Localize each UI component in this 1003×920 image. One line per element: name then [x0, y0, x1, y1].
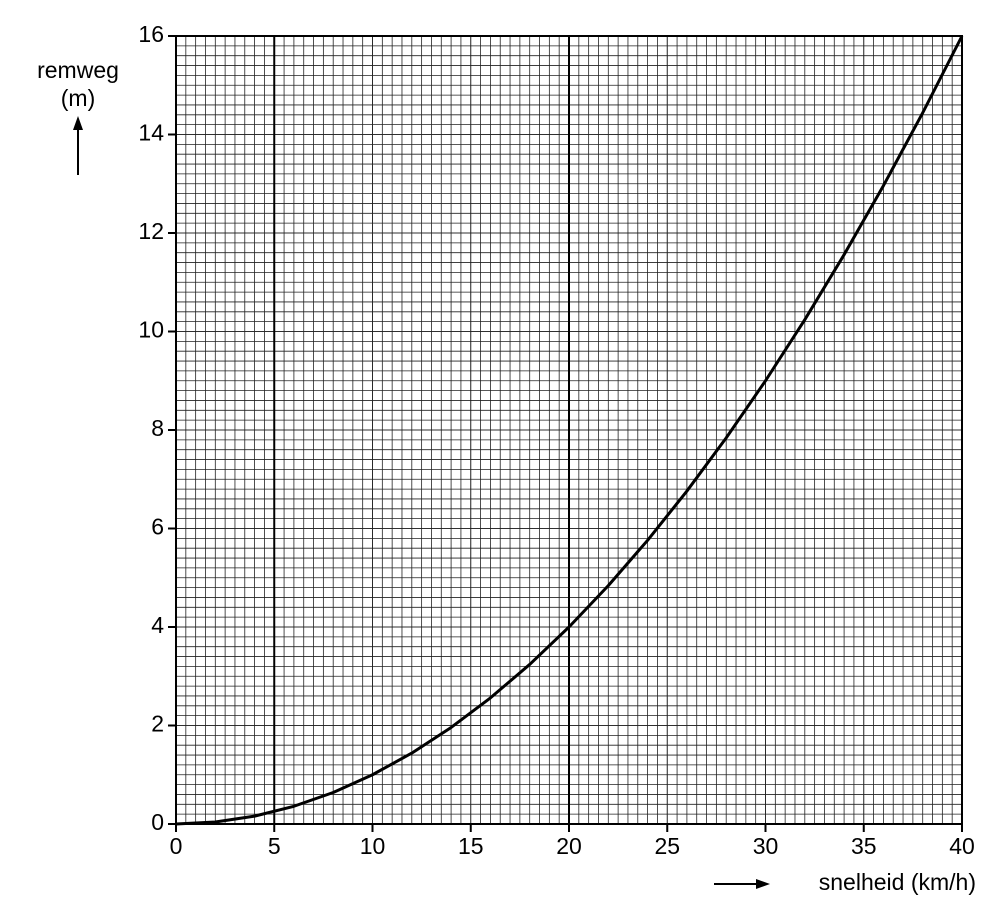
x-tick-label: 20: [556, 833, 582, 859]
y-tick-label: 10: [138, 317, 164, 343]
y-tick-label: 8: [151, 415, 164, 441]
x-axis-arrowhead: [756, 879, 770, 889]
y-axis-arrowhead: [73, 116, 83, 130]
x-tick-label: 15: [458, 833, 484, 859]
x-axis-label: snelheid (km/h): [819, 869, 976, 895]
curve: [175, 35, 964, 826]
x-tick-label: 30: [753, 833, 779, 859]
y-tick-label: 0: [151, 809, 164, 835]
y-tick-label: 6: [151, 514, 164, 540]
y-tick-label: 2: [151, 711, 164, 737]
x-tick-label: 10: [360, 833, 386, 859]
x-tick-label: 35: [851, 833, 877, 859]
y-axis-label: remweg: [37, 57, 119, 83]
y-tick-label: 4: [151, 612, 164, 638]
x-tick-label: 0: [170, 833, 183, 859]
y-tick-label: 12: [138, 218, 164, 244]
y-tick-label: 16: [138, 21, 164, 47]
y-axis-label: (m): [61, 85, 95, 111]
x-tick-label: 5: [268, 833, 281, 859]
x-tick-label: 40: [949, 833, 975, 859]
y-tick-label: 14: [138, 120, 164, 146]
x-tick-label: 25: [654, 833, 680, 859]
